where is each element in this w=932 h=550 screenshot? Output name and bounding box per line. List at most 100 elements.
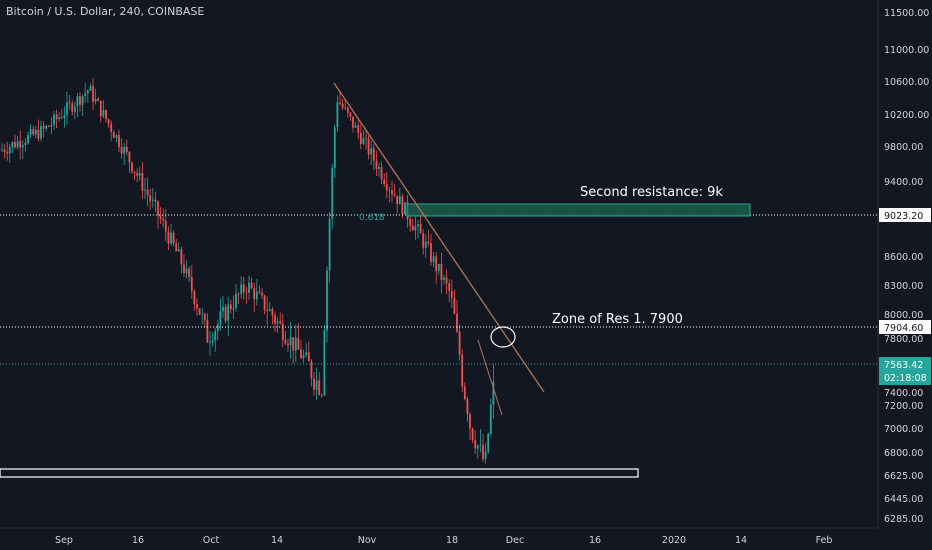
short-trendline[interactable] xyxy=(477,339,503,416)
candle-body xyxy=(110,123,113,132)
candle-body xyxy=(297,337,300,350)
annotation-zone-of-res[interactable]: Zone of Res 1. 7900 xyxy=(552,312,683,327)
y-tick-label: 11500.00 xyxy=(884,8,929,19)
candle-body xyxy=(359,132,362,145)
candle-body xyxy=(401,196,404,215)
candle-body xyxy=(123,146,126,154)
candles-layer xyxy=(1,78,495,464)
x-tick-label: Nov xyxy=(358,535,377,546)
y-tick-label: 9800.00 xyxy=(884,142,923,153)
level-tag-7904-text: 7904.60 xyxy=(884,323,923,334)
candle-body xyxy=(287,343,289,346)
candle-body xyxy=(383,179,386,185)
candle-body xyxy=(393,194,396,196)
candle-body xyxy=(190,277,193,292)
candle-body xyxy=(341,103,344,108)
candle-body xyxy=(362,138,365,145)
y-tick-label: 6800.00 xyxy=(884,448,923,459)
candle-body xyxy=(372,148,375,161)
candle-body xyxy=(42,125,45,129)
candle-body xyxy=(346,107,349,113)
candle-body xyxy=(89,86,92,91)
candle-body xyxy=(188,268,191,278)
candle-body xyxy=(21,145,24,148)
candle-body xyxy=(92,86,94,102)
x-tick-label: Sep xyxy=(55,535,73,546)
candle-body xyxy=(118,135,120,148)
candle-body xyxy=(86,90,89,94)
x-tick-label: Dec xyxy=(506,535,524,546)
y-tick-label: 8000.00 xyxy=(884,310,923,321)
y-tick-label: 6445.00 xyxy=(884,494,923,505)
candle-body xyxy=(216,324,219,332)
descending-trendline[interactable] xyxy=(333,82,545,393)
candle-body xyxy=(214,331,217,341)
annotation-second-resistance[interactable]: Second resistance: 9k xyxy=(580,185,723,200)
y-tick-label: 8600.00 xyxy=(884,252,923,263)
y-tick-label: 6285.00 xyxy=(884,514,923,525)
candle-body xyxy=(474,440,477,449)
time-axis-labels: Sep 16 Oct 14 Nov 18 Dec 16 2020 14 Feb xyxy=(55,535,832,546)
price-axis[interactable] xyxy=(878,0,932,550)
candle-body xyxy=(492,381,495,405)
second-resistance-zone[interactable] xyxy=(406,203,751,217)
candle-body xyxy=(34,129,37,135)
y-tick-label: 7200.00 xyxy=(884,401,923,412)
candle-body xyxy=(55,114,58,119)
candle-body xyxy=(258,291,261,293)
candle-body xyxy=(60,117,63,119)
candle-body xyxy=(320,394,323,396)
candle-body xyxy=(266,309,269,311)
candle-body xyxy=(284,340,287,344)
candle-body xyxy=(336,102,339,128)
candle-body xyxy=(58,117,61,119)
candle-body xyxy=(50,124,53,127)
candle-body xyxy=(235,293,237,308)
candle-body xyxy=(170,232,172,244)
current-price-text: 7563.42 xyxy=(884,360,923,371)
candle-body xyxy=(125,146,128,152)
candle-body xyxy=(432,256,435,263)
candle-body xyxy=(453,297,456,314)
countdown-text: 02:18:08 xyxy=(884,373,927,384)
candle-body xyxy=(138,173,141,176)
candle-body xyxy=(370,148,373,155)
level-tag-9023 xyxy=(879,208,931,222)
candle-body xyxy=(466,398,469,415)
candle-body xyxy=(81,95,84,105)
candle-body xyxy=(367,138,370,155)
support-box[interactable] xyxy=(0,468,639,478)
candle-body xyxy=(271,309,274,316)
candle-body xyxy=(245,292,248,294)
x-tick-label: 2020 xyxy=(662,535,686,546)
candle-body xyxy=(456,313,458,332)
candle-body xyxy=(248,282,250,293)
candle-body xyxy=(151,199,154,201)
candle-body xyxy=(354,125,357,128)
candle-body xyxy=(448,283,451,291)
candle-body xyxy=(315,380,318,390)
candle-body xyxy=(27,134,29,143)
candle-body xyxy=(461,354,464,387)
circle-marker[interactable] xyxy=(490,326,516,348)
candle-body xyxy=(274,315,276,324)
candle-body xyxy=(144,189,146,191)
candle-body xyxy=(450,290,453,298)
candle-body xyxy=(294,337,297,351)
candle-body xyxy=(479,444,482,446)
candle-body xyxy=(484,451,487,460)
y-tick-label: 6625.00 xyxy=(884,471,923,482)
candle-body xyxy=(305,352,308,356)
candle-body xyxy=(378,166,380,169)
candle-body xyxy=(391,190,393,195)
candle-body xyxy=(203,314,206,321)
candle-body xyxy=(146,189,149,196)
x-tick-label: 18 xyxy=(446,535,458,546)
candle-body xyxy=(162,218,165,221)
candle-body xyxy=(99,100,102,117)
candle-body xyxy=(172,232,175,244)
candle-body xyxy=(253,288,256,300)
price-axis-labels: 11500.00 11000.00 10600.00 10200.00 9800… xyxy=(879,8,931,525)
time-axis[interactable] xyxy=(0,528,932,550)
